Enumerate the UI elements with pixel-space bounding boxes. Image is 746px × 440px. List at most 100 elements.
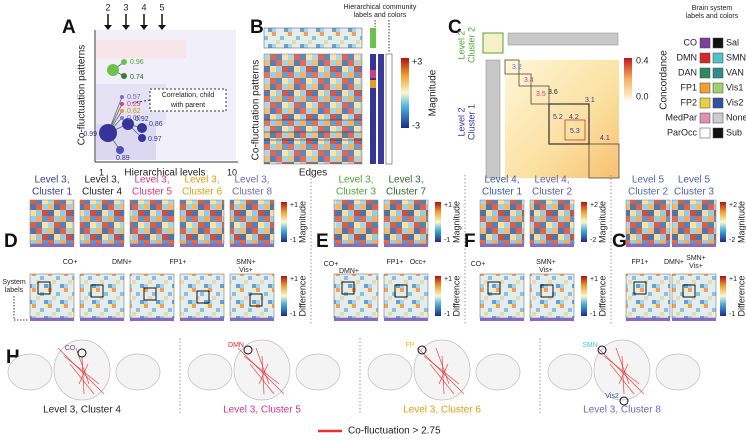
annotation: SMN+: [536, 259, 556, 266]
difference-map: [179, 273, 225, 319]
system-swatch: [699, 112, 711, 124]
column-title: Level 4,: [534, 175, 569, 186]
level-tick: 4: [141, 2, 146, 12]
colorbar-tick: +1: [444, 276, 452, 283]
colorbar-tick: -3: [412, 120, 420, 130]
system-strip: [180, 244, 224, 247]
colorbar-tick: -1: [444, 311, 450, 318]
highlight-box: [37, 281, 51, 295]
annotation: FP1+: [170, 259, 187, 266]
system-name: Vis2: [726, 97, 743, 107]
node-highlight: [619, 396, 629, 406]
x-label: Hierarchical levels: [124, 168, 205, 179]
system-strip: [30, 244, 74, 247]
difference-map: [625, 273, 671, 319]
edge: [609, 363, 635, 395]
heatmap: [263, 53, 363, 165]
difference-map: [383, 273, 429, 319]
system-tag: SMN: [582, 342, 598, 349]
colorbar: [720, 202, 726, 242]
level-tick: 3: [123, 2, 128, 12]
magnitude-map: [479, 199, 525, 245]
community-color: [370, 28, 376, 48]
arrow-heads: [104, 25, 166, 30]
system-swatch: [712, 52, 724, 64]
system-bar: [485, 59, 501, 179]
colorbar-tick: -1: [590, 311, 596, 318]
brain-outline: [295, 353, 341, 391]
system-swatch: [712, 127, 724, 139]
system-name: ParOcc: [667, 127, 698, 137]
tree-node: [120, 116, 124, 120]
annotation: SMN+: [686, 255, 706, 262]
system-bar: [507, 32, 619, 46]
x-start: 1: [99, 167, 104, 177]
x-label: Edges: [299, 168, 327, 179]
colorbar-label: Magnitude: [428, 69, 439, 116]
edge: [429, 363, 455, 395]
colorbar: [720, 276, 726, 316]
x-end: 10: [227, 167, 237, 177]
highlight-box: [682, 284, 696, 298]
panel-label: A: [62, 17, 76, 38]
system-strip: [672, 318, 716, 321]
column-title: Cluster 6: [182, 187, 222, 198]
difference-map: [29, 273, 75, 319]
magnitude-map: [625, 199, 671, 245]
column-title: Level 4,: [484, 175, 519, 186]
highlight-box: [143, 287, 157, 301]
column-title: Cluster 5: [132, 187, 172, 198]
system-name: VAN: [726, 67, 744, 77]
header: Hierarchical community: [344, 4, 417, 11]
community-color: [370, 70, 376, 78]
system-legend: CO Sal DMN SMN DAN VAN FP1 Vis1 FP2 Vis2 MedPar Non…: [665, 37, 746, 139]
edge: [78, 363, 89, 385]
system-tag: DMN: [228, 342, 244, 349]
system-swatch: [712, 37, 724, 49]
correlation: 0.89: [116, 155, 130, 162]
annotation: DMN+: [664, 259, 684, 266]
edge: [258, 363, 269, 385]
colorbar: [281, 202, 287, 242]
brain-outline: [475, 353, 521, 391]
system-name: CO: [684, 37, 698, 47]
column-title: Level 3,: [338, 175, 373, 186]
correlation: 0.96: [130, 59, 144, 66]
header: labels and colors: [354, 12, 407, 19]
level-tick: 2: [105, 2, 110, 12]
colorbar-label: Magnitude: [736, 201, 746, 243]
highlight-box: [540, 284, 554, 298]
system-strip: [530, 244, 574, 247]
edge: [63, 355, 100, 385]
system-strip: [180, 318, 224, 321]
correlation: 0.29: [127, 101, 141, 108]
system-tag: Vis2: [605, 393, 619, 400]
system-name: MedPar: [665, 112, 697, 122]
tree-band: [96, 40, 186, 58]
column-title: Level 3,: [234, 175, 269, 186]
brain-outline: [655, 353, 701, 391]
cluster-label: Cluster 2: [466, 27, 476, 63]
magnitude-map: [529, 199, 575, 245]
colorbar-tick: +2: [729, 202, 737, 209]
difference-map: [529, 273, 575, 319]
magnitude-map: [129, 199, 175, 245]
system-strip: [480, 244, 524, 247]
system-strip: [130, 244, 174, 247]
annotation: Occ+: [410, 259, 427, 266]
colorbar-tick: -1: [729, 311, 735, 318]
system-tag: FP: [406, 342, 415, 349]
caption: Level 3, Cluster 6: [403, 405, 481, 416]
system-labels: System: [2, 279, 26, 286]
system-strip: [80, 318, 124, 321]
correlation: 0.99: [83, 131, 97, 138]
difference-map: [79, 273, 125, 319]
edge: [243, 355, 280, 385]
system-strip: [230, 244, 274, 247]
system-swatch: [712, 82, 724, 94]
column-title: Cluster 4: [82, 187, 122, 198]
system-name: FP2: [680, 97, 697, 107]
edge: [237, 347, 285, 395]
system-strip: [530, 318, 574, 321]
